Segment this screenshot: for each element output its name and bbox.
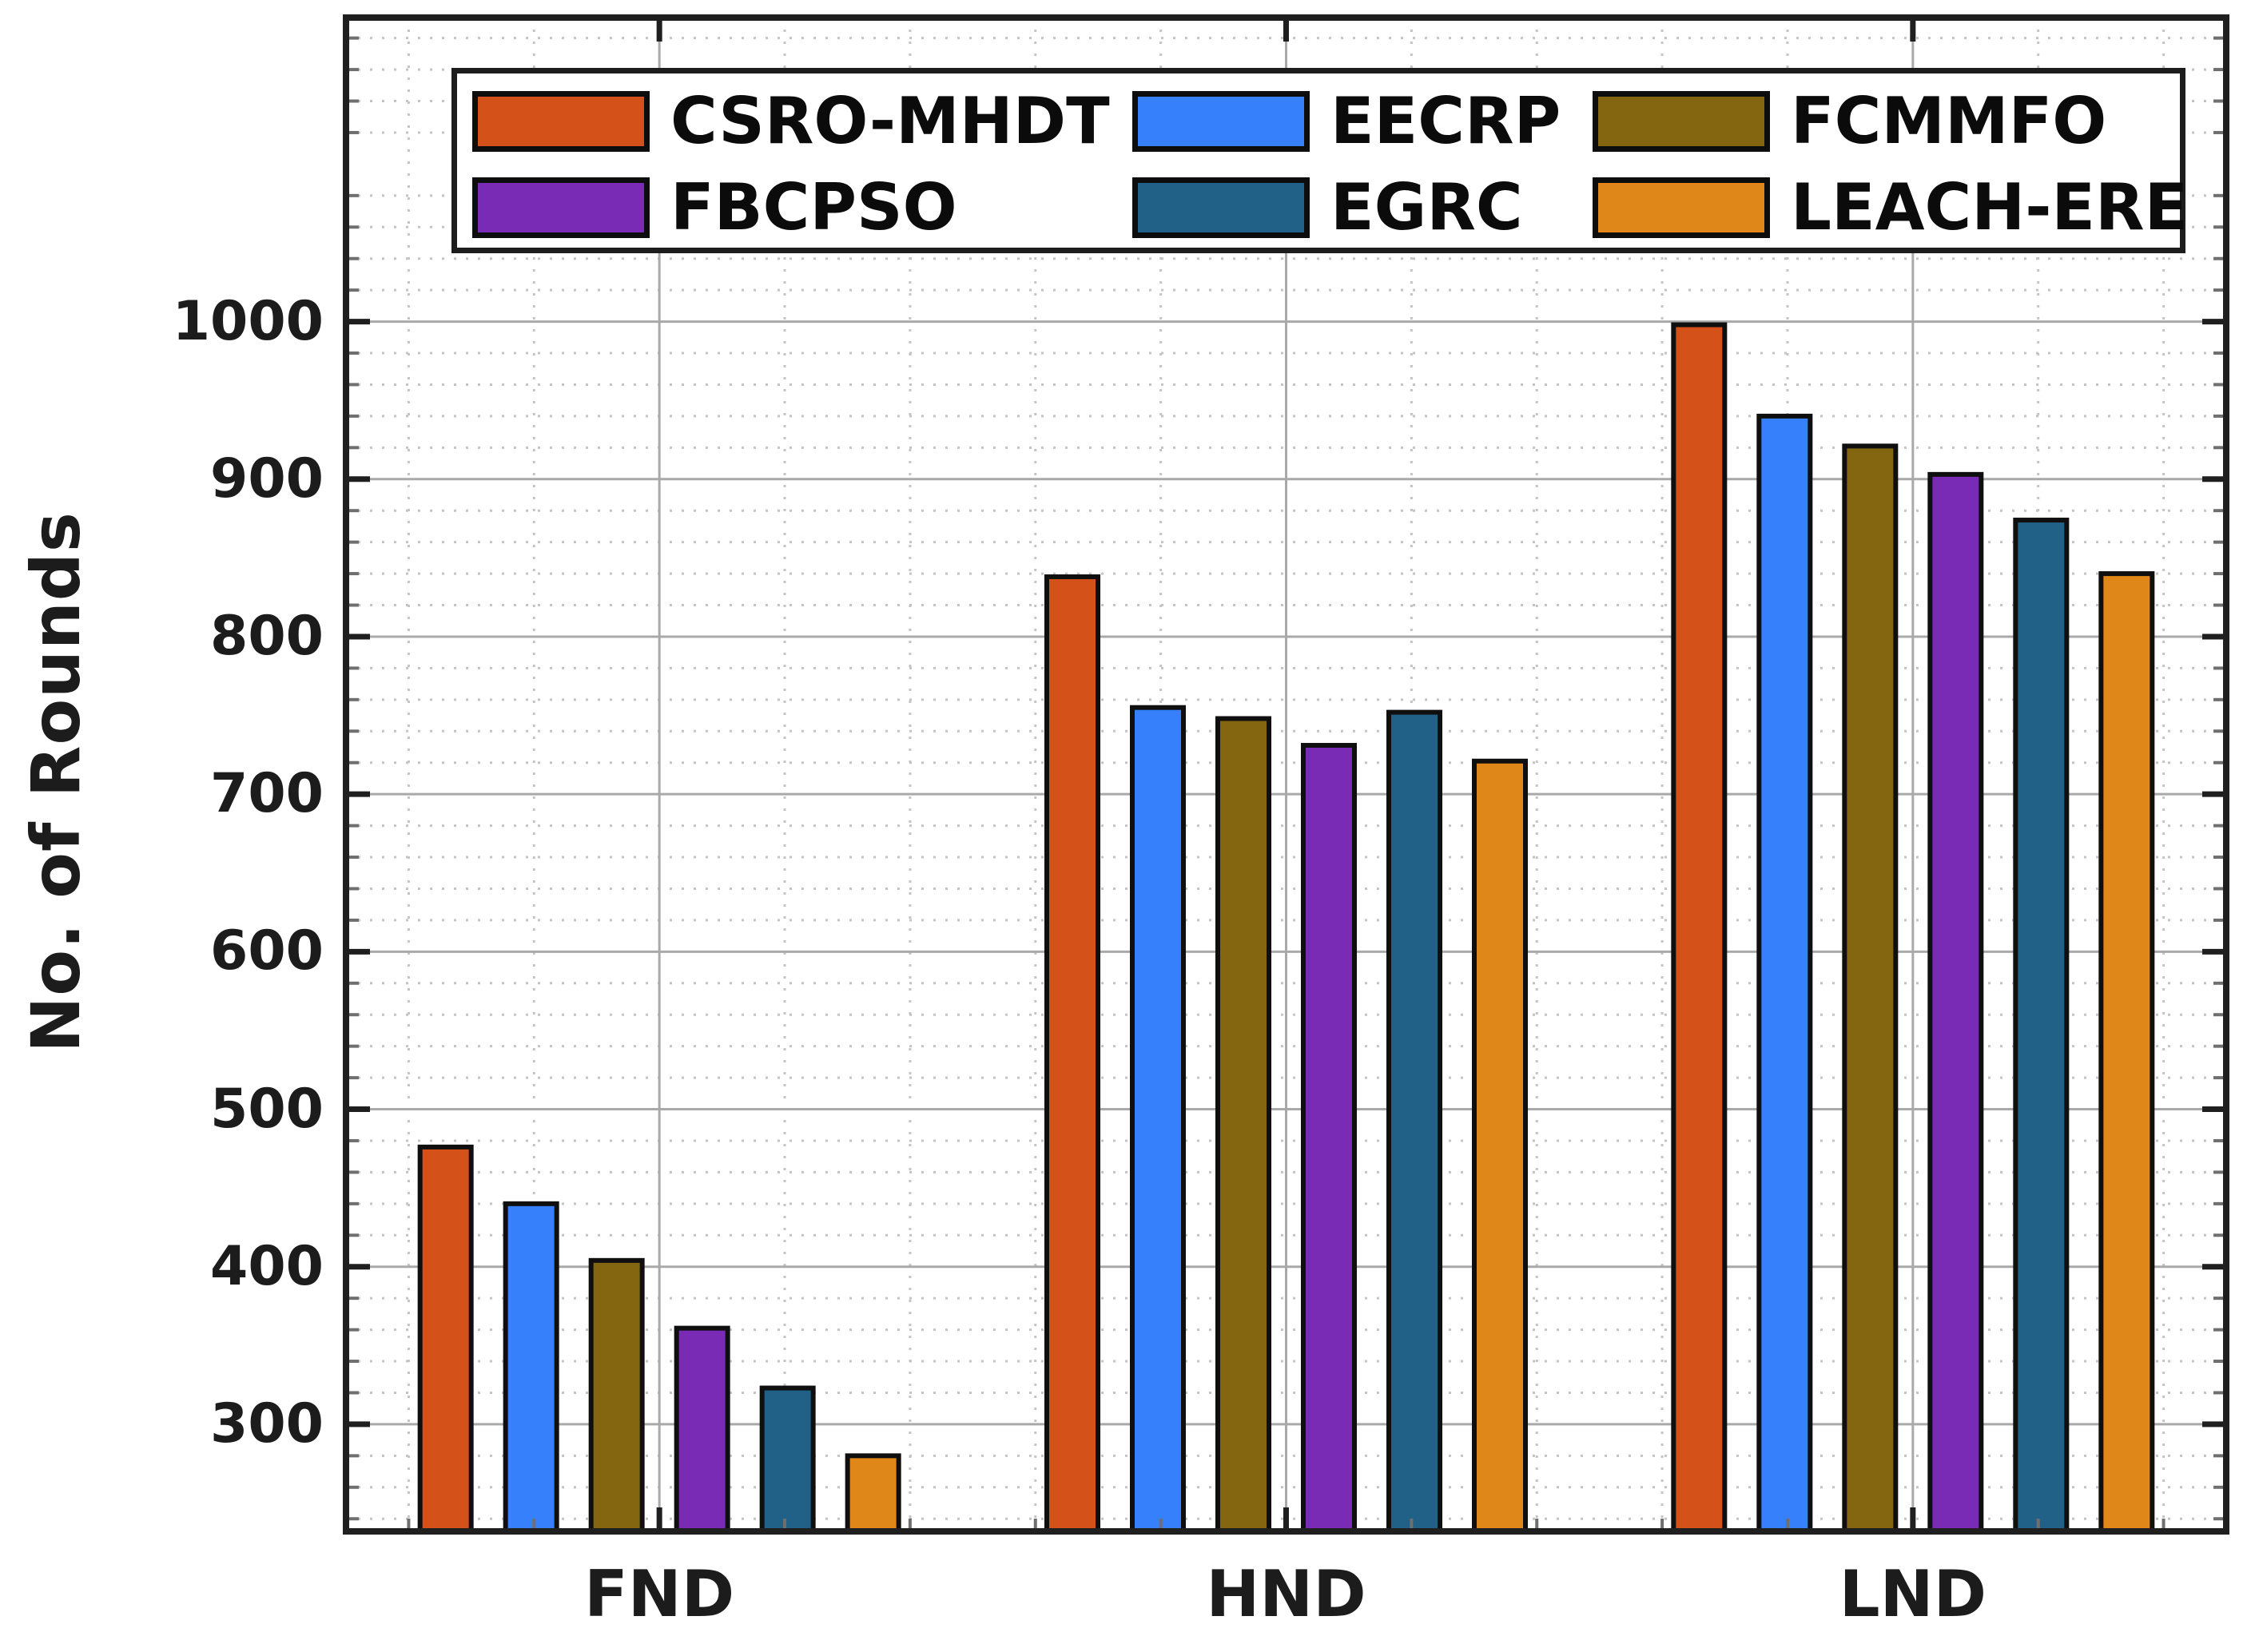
bar-EECRP-FND — [503, 1201, 559, 1534]
bar-EECRP-HND — [1130, 705, 1186, 1534]
legend: CSRO-MHDT EECRP FCMMFO FBCPSO EGRC LEACH-ERE — [451, 68, 2189, 253]
legend-swatch-EECRP — [1132, 91, 1310, 152]
legend-item-CSRO-MHDT: CSRO-MHDT — [472, 84, 1110, 158]
y-tick-label-400: 400 — [210, 1234, 324, 1298]
y-tick-label-700: 700 — [210, 762, 324, 826]
legend-item-FCMMFO: FCMMFO — [1593, 84, 2107, 158]
bar-EGRC-FND — [759, 1385, 816, 1535]
legend-label-FBCPSO: FBCPSO — [670, 170, 957, 244]
legend-label-EGRC: EGRC — [1330, 170, 1523, 244]
legend-label-LEACH-ERE: LEACH-ERE — [1791, 170, 2189, 244]
bar-CSRO-MHDT-LND — [1671, 322, 1728, 1534]
y-tick-label-500: 500 — [210, 1077, 324, 1141]
bar-FCMMFO-HND — [1215, 716, 1271, 1534]
bar-EECRP-LND — [1756, 413, 1813, 1535]
legend-swatch-EGRC — [1132, 177, 1310, 238]
bar-LEACH-ERE-LND — [2098, 571, 2155, 1535]
bar-CSRO-MHDT-HND — [1044, 574, 1100, 1534]
bar-FBCPSO-LND — [1927, 471, 1984, 1534]
x-tick-label-FND: FND — [584, 1557, 735, 1631]
legend-item-EECRP: EECRP — [1132, 84, 1561, 158]
legend-label-FCMMFO: FCMMFO — [1791, 84, 2107, 158]
bar-FCMMFO-LND — [1842, 443, 1899, 1535]
legend-swatch-LEACH-ERE — [1593, 177, 1770, 238]
legend-label-EECRP: EECRP — [1330, 84, 1561, 158]
x-tick-label-HND: HND — [1206, 1557, 1366, 1631]
y-tick-label-300: 300 — [210, 1392, 324, 1455]
legend-swatch-FBCPSO — [472, 177, 650, 238]
bar-CSRO-MHDT-FND — [417, 1144, 474, 1534]
bar-FBCPSO-HND — [1301, 743, 1357, 1534]
y-tick-label-1000: 1000 — [172, 289, 324, 353]
bar-LEACH-ERE-HND — [1472, 758, 1528, 1534]
legend-item-LEACH-ERE: LEACH-ERE — [1593, 170, 2189, 244]
legend-label-CSRO-MHDT: CSRO-MHDT — [670, 84, 1110, 158]
bar-EGRC-LND — [2013, 518, 2070, 1534]
y-tick-label-900: 900 — [210, 447, 324, 510]
legend-item-FBCPSO: FBCPSO — [472, 170, 957, 244]
legend-swatch-CSRO-MHDT — [472, 91, 650, 152]
legend-swatch-FCMMFO — [1593, 91, 1770, 152]
y-tick-label-800: 800 — [210, 604, 324, 668]
y-tick-label-600: 600 — [210, 919, 324, 983]
bar-FCMMFO-FND — [588, 1257, 645, 1535]
x-tick-label-LND: LND — [1839, 1557, 1987, 1631]
bar-LEACH-ERE-FND — [845, 1453, 901, 1535]
bar-FBCPSO-FND — [674, 1325, 730, 1535]
legend-item-EGRC: EGRC — [1132, 170, 1523, 244]
plot-border — [343, 14, 2229, 1535]
bar-EGRC-HND — [1386, 709, 1442, 1535]
